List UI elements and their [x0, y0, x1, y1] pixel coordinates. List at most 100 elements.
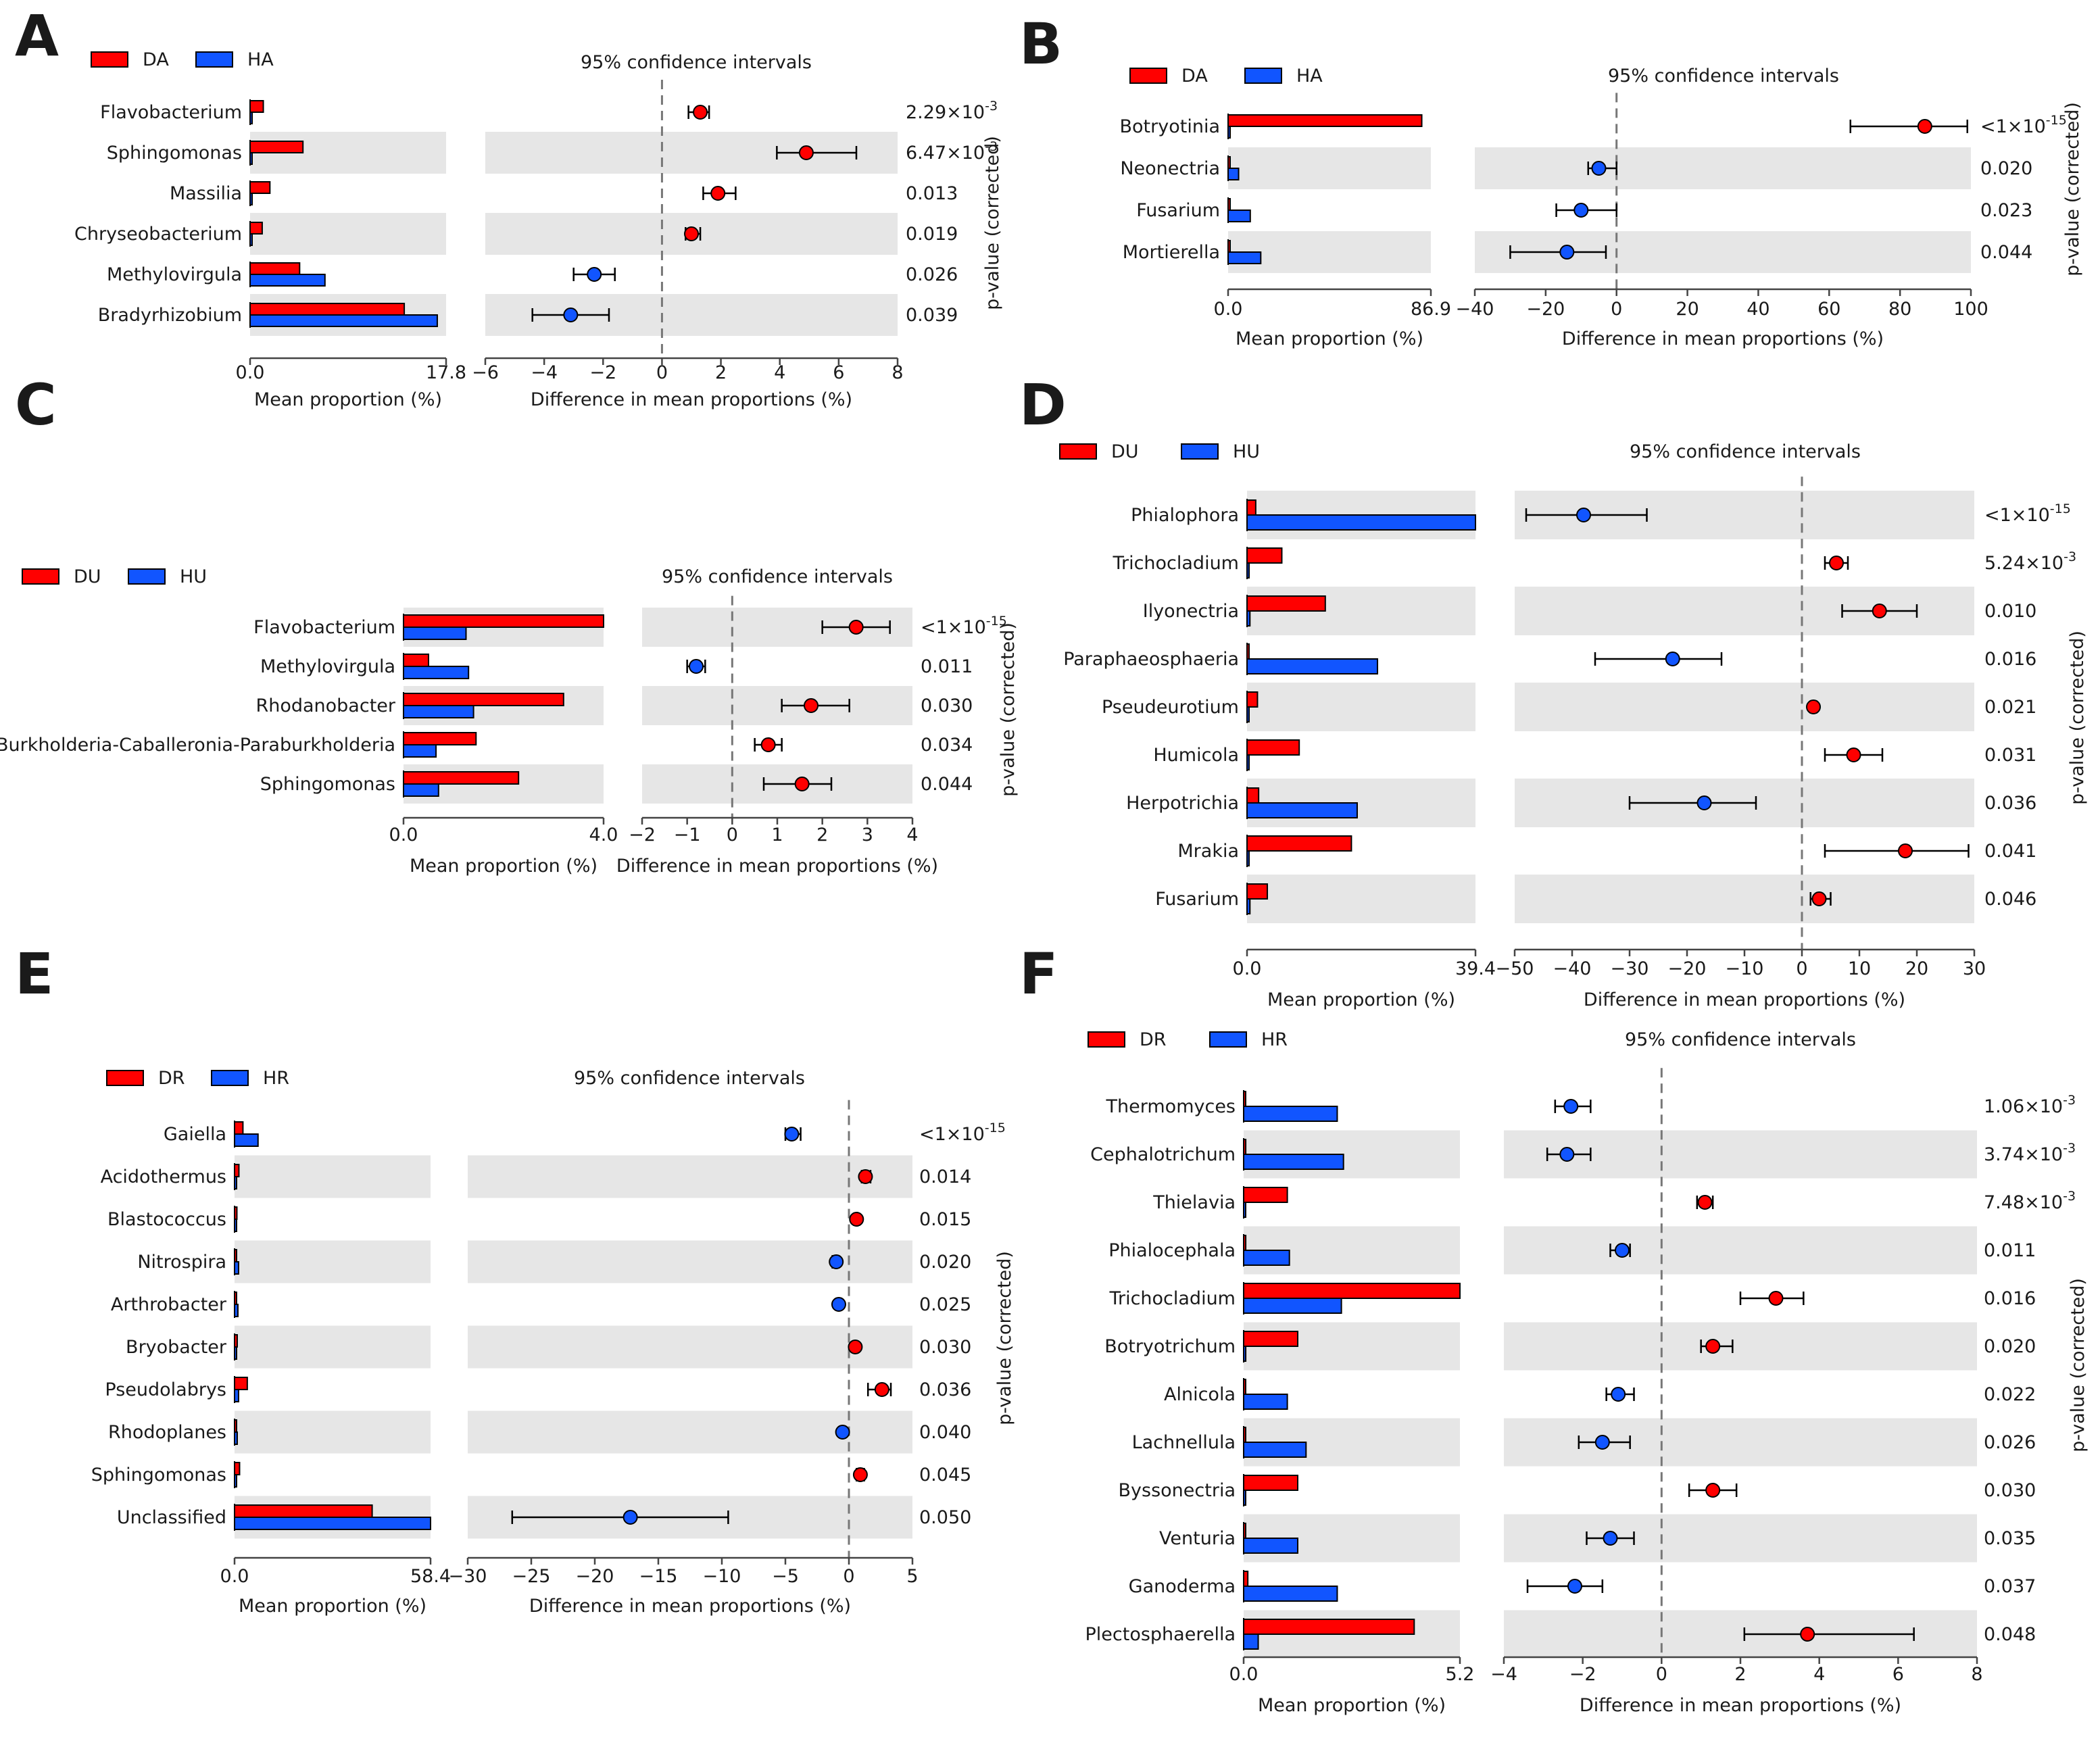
p-value-base: 0.034 — [921, 735, 973, 756]
p-value-base: 0.030 — [1984, 1480, 2036, 1501]
bar-group-b — [249, 233, 253, 246]
taxon-label: Trichocladium — [1112, 553, 1239, 574]
legend-label-hr: HR — [1261, 1029, 1288, 1050]
legend: DA HA — [91, 49, 274, 70]
p-value-base: 1.06×10 — [1984, 1096, 2063, 1117]
bar-group-a — [1243, 1475, 1298, 1491]
bar-group-a — [1243, 1331, 1298, 1347]
taxon-label: Lachnellula — [1132, 1432, 1236, 1453]
bar-group-a — [403, 693, 564, 706]
legend: DA HA — [1129, 66, 1323, 87]
p-value: 0.020 — [1980, 158, 2032, 179]
p-value-exponent: -15 — [986, 614, 1007, 629]
bar-group-a — [234, 1377, 248, 1390]
p-value-base: 0.026 — [906, 264, 958, 285]
effect-point — [1898, 843, 1913, 858]
diff-tick-label: −4 — [1490, 1664, 1517, 1685]
legend-label-hu: HU — [1233, 441, 1260, 462]
diff-tick-label: 4 — [906, 825, 918, 845]
bar-group-b — [249, 112, 253, 124]
row-band-diff — [1504, 1418, 1977, 1467]
p-value: 0.016 — [1984, 649, 2036, 670]
p-value-base: 0.021 — [1984, 697, 2036, 718]
ci-title: 95% confidence intervals — [662, 566, 893, 587]
mean-tick-label: 0.0 — [1214, 299, 1243, 320]
bar-group-b — [1227, 251, 1262, 264]
p-value-base: 0.031 — [1984, 745, 2036, 766]
taxon-label: Rhodoplanes — [108, 1422, 226, 1443]
row-band-diff — [1504, 1322, 1977, 1371]
panel-letter: F — [1019, 941, 1058, 1007]
bar-group-a — [1243, 1235, 1247, 1251]
row-band-diff — [1515, 683, 1974, 731]
diff-tick-label: 60 — [1817, 299, 1840, 320]
taxon-label: Blastococcus — [107, 1209, 226, 1230]
taxon-label: Trichocladium — [1108, 1288, 1236, 1309]
taxon-label: Botryotrichum — [1104, 1336, 1236, 1357]
effect-point — [1573, 203, 1589, 218]
p-value: 0.034 — [921, 735, 973, 756]
bar-group-a — [234, 1249, 237, 1262]
diff-axis-title: Difference in mean proportions (%) — [1584, 989, 1905, 1010]
diff-tick-label: 8 — [1971, 1664, 1982, 1685]
p-value-base: 7.48×10 — [1984, 1192, 2063, 1213]
effect-point — [684, 226, 699, 241]
p-value-base: 0.039 — [906, 305, 958, 326]
p-value-base: 0.030 — [919, 1337, 971, 1358]
row-band-diff — [1515, 875, 1974, 923]
p-value: 6.47×10-3 — [906, 139, 998, 164]
mean-tick-label: 0.0 — [1229, 1664, 1259, 1685]
p-value-base: 3.74×10 — [1984, 1144, 2063, 1165]
p-value: 2.29×10-3 — [906, 99, 998, 123]
p-value: 0.046 — [1984, 889, 2036, 910]
bar-group-b — [1246, 562, 1250, 579]
panel-d: D DU HU 95% confidence intervals Phialophora… — [1019, 372, 2088, 1010]
p-value: 0.025 — [919, 1294, 971, 1315]
bar-group-b — [1243, 1490, 1246, 1506]
mean-tick-label: 4.0 — [589, 825, 618, 845]
p-value-base: 0.040 — [919, 1422, 971, 1443]
effect-point — [1811, 891, 1827, 906]
p-value: 1.06×10-3 — [1984, 1093, 2076, 1117]
panel-c: C DU HU 95% confidence intervals Flavobacter… — [0, 372, 1019, 877]
bar-group-a — [249, 262, 301, 275]
diff-tick-label: −6 — [472, 362, 499, 383]
legend-label-hu: HU — [180, 566, 207, 587]
taxon-label: Phialocephala — [1108, 1240, 1236, 1261]
effect-point — [798, 145, 814, 160]
taxon-label: Pseudeurotium — [1102, 697, 1239, 718]
effect-point — [1559, 245, 1575, 260]
effect-point — [1705, 1483, 1721, 1498]
effect-point — [1705, 1339, 1721, 1354]
diff-tick-label: 4 — [774, 362, 785, 383]
ci-title: 95% confidence intervals — [1630, 441, 1861, 462]
p-value: <1×10-15 — [1984, 501, 2071, 526]
p-value: 5.24×10-3 — [1984, 549, 2076, 574]
bar-group-a — [1246, 883, 1269, 900]
bar-group-b — [1243, 1250, 1290, 1266]
p-value-base: 0.035 — [1984, 1528, 2036, 1549]
p-value-axis-title: p-value (corrected) — [2062, 102, 2083, 276]
p-value-exponent: -15 — [985, 1121, 1006, 1135]
row-band-mean — [1228, 231, 1431, 273]
taxon-label: Chryseobacterium — [74, 224, 242, 245]
bar-group-a — [403, 654, 429, 667]
bar-group-b — [234, 1474, 237, 1488]
bar-group-a — [234, 1504, 373, 1518]
diff-tick-label: 6 — [1893, 1664, 1904, 1685]
p-value-exponent: -3 — [2063, 1141, 2076, 1156]
taxon-label: Bryobacter — [126, 1337, 227, 1358]
p-value-base: 0.048 — [1984, 1624, 2036, 1645]
taxon-label: Sphingomonas — [107, 143, 242, 164]
taxon-label: Acidothermus — [101, 1167, 226, 1187]
taxon-label: Herpotrichia — [1126, 793, 1239, 814]
p-value-base: 5.24×10 — [1984, 553, 2064, 574]
bar-group-a — [1227, 156, 1231, 169]
bar-group-b — [1227, 210, 1251, 222]
p-value-base: 0.046 — [1984, 889, 2036, 910]
legend-swatch-hu — [128, 568, 166, 585]
p-value-axis-title: p-value (corrected) — [998, 622, 1019, 797]
mean-tick-label: 0.0 — [389, 825, 418, 845]
ci-title: 95% confidence intervals — [1608, 66, 1839, 87]
